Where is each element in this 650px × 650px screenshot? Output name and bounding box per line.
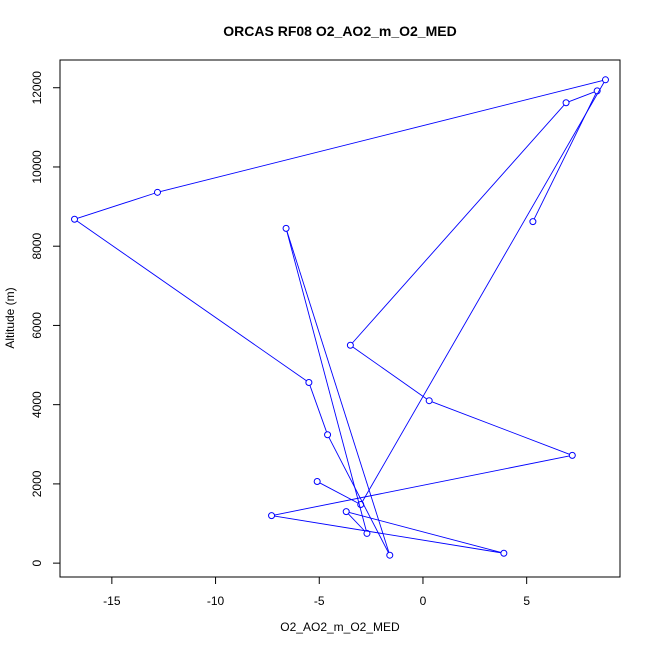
data-point xyxy=(568,451,576,459)
series-segment xyxy=(160,80,603,193)
series-segment xyxy=(274,455,570,516)
data-point xyxy=(324,431,332,439)
series-segment xyxy=(274,515,501,554)
data-point xyxy=(529,218,537,226)
series-segment xyxy=(347,513,366,532)
data-point xyxy=(386,551,394,559)
series-segment xyxy=(431,401,570,455)
x-axis-label: O2_AO2_m_O2_MED xyxy=(280,620,400,634)
series-segment xyxy=(361,82,605,503)
data-point xyxy=(153,188,161,196)
series-segment xyxy=(328,437,389,553)
series-segment xyxy=(319,482,359,504)
y-tick-label: 6000 xyxy=(30,312,44,339)
y-axis: 0 2000 4000 6000 8000 10000 12000 xyxy=(30,71,60,566)
series-segment xyxy=(309,385,327,433)
data-series xyxy=(71,76,609,559)
y-tick-label: 8000 xyxy=(30,233,44,260)
series-segment xyxy=(77,192,155,219)
x-tick-label: 5 xyxy=(523,594,530,608)
series-segment xyxy=(352,346,427,400)
chart-title: ORCAS RF08 O2_AO2_m_O2_MED xyxy=(223,23,456,39)
data-point xyxy=(500,549,508,557)
y-tick-label: 4000 xyxy=(30,391,44,418)
x-tick-label: 0 xyxy=(420,594,427,608)
data-point xyxy=(282,224,290,232)
data-point xyxy=(363,529,371,537)
data-point xyxy=(425,397,433,405)
x-tick-label: -15 xyxy=(103,594,121,608)
series-segment xyxy=(76,220,307,382)
data-point xyxy=(562,99,570,107)
x-axis: -15 -10 -5 0 5 xyxy=(103,577,530,608)
data-point xyxy=(313,478,321,486)
y-tick-label: 0 xyxy=(30,559,44,566)
series-segment xyxy=(352,104,565,344)
series-segment xyxy=(568,91,595,103)
data-point xyxy=(305,378,313,386)
y-tick-label: 10000 xyxy=(30,150,44,184)
x-tick-label: -5 xyxy=(314,594,325,608)
data-point xyxy=(601,76,609,84)
data-point xyxy=(593,87,601,95)
series-segment xyxy=(286,231,390,553)
data-point xyxy=(342,508,350,516)
y-tick-label: 12000 xyxy=(30,71,44,105)
data-point xyxy=(346,341,354,349)
plot-frame xyxy=(59,59,621,578)
data-point xyxy=(268,512,276,520)
data-point xyxy=(71,215,79,223)
y-axis-label: Altitude (m) xyxy=(3,287,17,348)
series-segment xyxy=(286,231,367,531)
series-segment xyxy=(349,511,502,553)
x-tick-label: -10 xyxy=(207,594,225,608)
y-tick-label: 2000 xyxy=(30,470,44,497)
data-point xyxy=(357,501,365,509)
